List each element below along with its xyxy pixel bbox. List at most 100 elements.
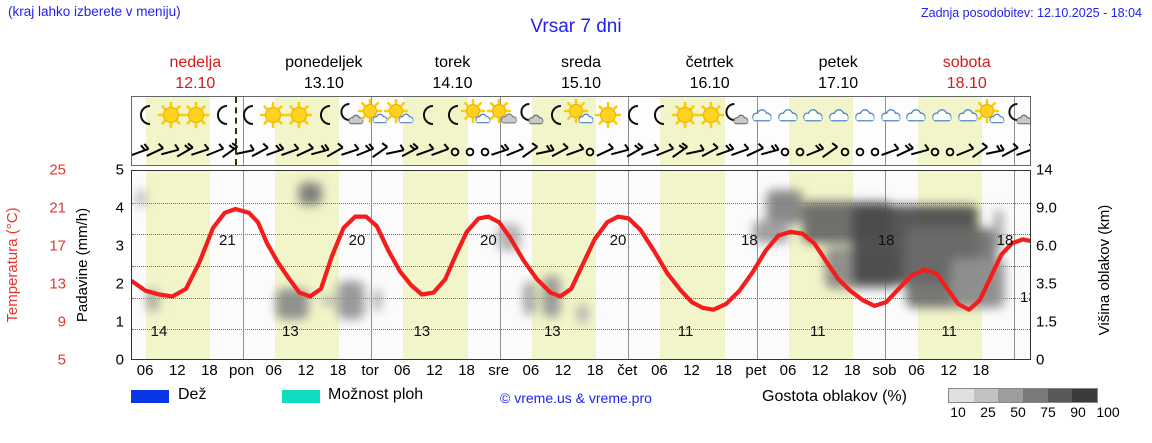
day-gridline (242, 171, 244, 359)
wind-barb (317, 141, 353, 163)
weather-icon-moon (433, 99, 473, 135)
daylight-band (789, 97, 854, 165)
day-separator (371, 97, 373, 165)
temperature-extreme-label: 18 (996, 231, 1014, 249)
weather-icon-moon (305, 99, 345, 135)
wind-barb (1007, 141, 1030, 163)
horizontal-gridline (132, 329, 1030, 331)
precipitation-tick: 1 (115, 313, 124, 331)
precipitation-tick: 3 (115, 237, 124, 255)
wind-barb (557, 141, 593, 163)
cloud-density-step (973, 389, 999, 402)
day-name: sreda (561, 54, 602, 71)
day-gridline (1014, 171, 1015, 359)
wind-barb (902, 141, 938, 163)
weather-icon-sun-cloud (973, 98, 1013, 135)
x-tick-label: sre (488, 362, 510, 379)
weather-icon-cloud (896, 99, 936, 135)
wind-barb (767, 141, 803, 163)
day-date: 18.10 (946, 75, 987, 92)
precipitation-axis-title: Padavine (mm/h) (68, 170, 98, 360)
cloud-height-axis-title: Višina oblakov (km) (1090, 170, 1120, 370)
wind-barb (132, 141, 158, 163)
day-header-ponedeljek: ponedeljek 13.10 (260, 52, 389, 96)
cloud-density-step (998, 389, 1024, 402)
day-header-torek: torek 14.10 (388, 52, 517, 96)
wind-barb (842, 141, 878, 163)
x-tick-label: 06 (908, 362, 925, 379)
wind-barb (617, 141, 653, 163)
wind-barb (377, 141, 413, 163)
x-tick-label: 18 (329, 362, 347, 379)
day-header-sobota: sobota 18.10 (902, 52, 1031, 96)
day-date: 13.10 (303, 75, 344, 92)
wind-barb (962, 141, 998, 163)
x-tick-label: 06 (265, 362, 283, 379)
day-name: nedelja (169, 54, 222, 71)
x-tick-label: sob (872, 362, 897, 379)
day-separator (242, 97, 244, 165)
day-separator (499, 97, 501, 165)
temperature-tick: 13 (49, 275, 66, 293)
precipitation-tick: 5 (115, 161, 124, 179)
wind-barb (977, 141, 1013, 163)
day-gridline (371, 171, 373, 359)
wind-barb (482, 141, 518, 163)
temperature-extreme-label: 18 (741, 231, 758, 249)
cloud-density-tick: 75 (1040, 404, 1056, 420)
wind-barb (227, 141, 263, 163)
day-header-petek: petek 17.10 (774, 52, 903, 96)
weather-icon-sun-cloud (459, 98, 499, 135)
temperature-extreme-label: 13 (413, 323, 431, 340)
temperature-tick: 5 (57, 351, 66, 369)
cloud-height-axis-title-text: Višina oblakov (km) (1096, 204, 1113, 336)
wind-barb (347, 141, 383, 163)
location-hint: (kraj lahko izberete v meniju) (8, 4, 181, 19)
temperature-extreme-label: 13 (1020, 288, 1030, 306)
wind-barb (257, 141, 293, 163)
wind-barb (242, 141, 278, 163)
copyright-text: © vreme.us & vreme.pro (500, 390, 652, 406)
weather-icon-cloud (793, 99, 833, 135)
wind-barb (932, 141, 968, 163)
weather-icon-moon-cloud (716, 99, 756, 135)
wind-barb (167, 141, 203, 163)
precipitation-tick: 0 (115, 351, 124, 369)
weather-icon-moon (613, 99, 653, 135)
temperature-extreme-label: 13 (282, 323, 299, 340)
cloud-density-tick: 100 (1096, 404, 1120, 420)
temperature-extreme-label: 18 (877, 231, 895, 249)
x-tick-label: 06 (651, 362, 668, 379)
weather-icon-moon-cloud (999, 99, 1030, 135)
wind-barb (287, 141, 323, 163)
wind-barb (677, 141, 713, 163)
temperature-extreme-label: 13 (543, 323, 561, 340)
weather-icon-moon (202, 99, 242, 135)
wind-barb (137, 141, 173, 163)
temperature-extreme-label: 21 (219, 231, 236, 249)
x-tick-label: 12 (168, 362, 186, 379)
daylight-band (917, 97, 982, 165)
cloud-density-tick: 10 (950, 404, 966, 420)
cloud-density-tick: 25 (980, 404, 996, 420)
horizontal-gridline (132, 234, 1030, 236)
x-tick-label: 18 (458, 362, 475, 379)
weather-icon-cloud (845, 99, 885, 135)
day-header-nedelja: nedelja 12.10 (131, 52, 260, 96)
x-tick-label: 18 (715, 362, 733, 379)
cloud-density-legend-title: Gostota oblakov (%) (762, 388, 907, 405)
day-date: 12.10 (175, 75, 216, 92)
current-time-marker (235, 97, 237, 165)
wind-barb (812, 141, 848, 163)
precipitation-tick: 4 (115, 199, 124, 217)
x-tick-label: 12 (811, 362, 829, 379)
wind-barb (572, 141, 608, 163)
day-name: petek (818, 54, 858, 71)
day-date: 15.10 (561, 75, 602, 92)
wind-barb (437, 141, 473, 163)
wind-barb (632, 141, 668, 163)
temperature-extreme-label: 20 (609, 231, 627, 249)
x-tick-label: tor (361, 362, 379, 379)
day-separator (756, 97, 758, 165)
wind-barb (917, 141, 953, 163)
